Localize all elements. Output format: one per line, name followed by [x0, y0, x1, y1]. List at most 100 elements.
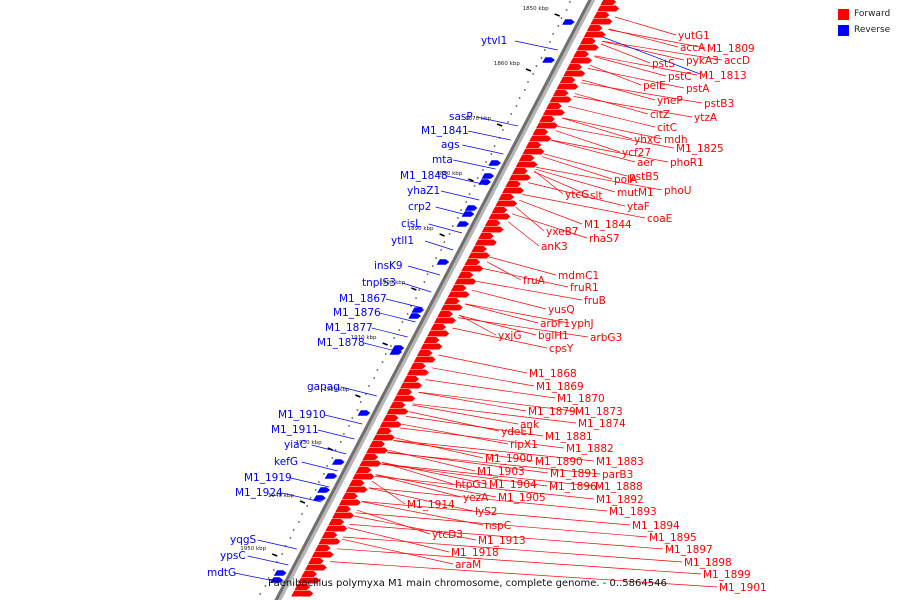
- forward-gene-label: htpG3: [455, 479, 487, 491]
- reverse-leader-line: [340, 386, 377, 397]
- backbone-dot: [339, 441, 342, 443]
- forward-leader-line: [464, 303, 570, 324]
- forward-gene-arrow: [376, 428, 392, 434]
- backbone-dot: [482, 169, 484, 171]
- backbone-dot: [518, 97, 521, 99]
- backbone-dot: [398, 329, 401, 331]
- reverse-gene-label: insK9: [374, 260, 403, 272]
- forward-leader-line: [393, 440, 595, 462]
- forward-gene-arrow: [495, 200, 518, 207]
- forward-leader-line: [511, 213, 588, 239]
- forward-gene-label: M1_1883: [596, 456, 644, 468]
- forward-gene-label: M1_1918: [451, 547, 499, 559]
- kbp-tick-label: 1910 kbp: [351, 335, 377, 341]
- backbone-dot: [456, 217, 459, 219]
- backbone-dot: [565, 9, 568, 11]
- forward-gene-arrow: [311, 551, 334, 558]
- reverse-leader-line: [514, 40, 558, 51]
- reverse-gene-label: gapag: [307, 381, 340, 393]
- forward-gene-arrow: [325, 525, 348, 532]
- backbone-dot: [373, 377, 376, 379]
- backbone-dot: [431, 265, 434, 267]
- forward-gene-arrow: [430, 324, 447, 330]
- forward-gene-arrow: [535, 122, 559, 129]
- forward-leader-line: [594, 55, 698, 76]
- reverse-gene-arrow: [408, 313, 422, 319]
- forward-gene-label: mdh: [664, 134, 688, 146]
- forward-gene-label: M1_1869: [536, 381, 584, 393]
- forward-gene-label: anK3: [541, 241, 568, 253]
- reverse-gene-arrow: [481, 173, 495, 179]
- backbone-dot: [401, 321, 404, 323]
- forward-gene-arrow: [539, 116, 556, 122]
- reverse-gene-arrow: [324, 473, 338, 479]
- forward-gene-label: M1_1881: [545, 431, 593, 443]
- forward-leader-line: [381, 463, 548, 487]
- kbp-tick-label: 1850 kbp: [523, 6, 549, 12]
- forward-leader-line: [581, 79, 656, 101]
- forward-gene-arrow: [566, 64, 583, 70]
- forward-gene-arrow: [362, 454, 379, 460]
- reverse-gene-arrow: [312, 495, 326, 501]
- forward-leader-line: [400, 427, 565, 449]
- backbone-dot: [443, 241, 446, 243]
- forward-leader-line: [486, 261, 522, 281]
- forward-leader-line: [562, 117, 663, 140]
- forward-leader-line: [418, 392, 527, 412]
- backbone-dot: [281, 553, 284, 555]
- backbone-dot: [423, 281, 426, 283]
- backbone-dot: [343, 433, 345, 435]
- kbp-tick-mark: [439, 233, 445, 237]
- forward-gene-label: M1_1903: [477, 466, 525, 478]
- forward-gene-label: nspC: [485, 520, 511, 532]
- reverse-gene-label: ytvI1: [481, 35, 507, 47]
- reverse-gene-arrow: [331, 459, 345, 465]
- genome-caption: Paenibacillus polymyxa M1 main chromosom…: [268, 578, 667, 589]
- forward-gene-label: cpsY: [549, 343, 574, 355]
- forward-gene-arrow: [461, 265, 484, 272]
- forward-gene-label: slt: [590, 190, 603, 202]
- forward-leader-line: [464, 303, 539, 324]
- backbone-dot: [351, 417, 354, 419]
- reverse-leader-line: [440, 190, 480, 201]
- forward-gene-label: M1_1895: [649, 532, 697, 544]
- forward-leader-line: [476, 281, 583, 301]
- reverse-gene-label: M1_1919: [244, 472, 292, 484]
- forward-gene-label: M1_1882: [566, 443, 614, 455]
- forward-gene-label: mdmC1: [558, 270, 599, 282]
- reverse-gene-label: M1_1911: [271, 424, 319, 436]
- forward-gene-label: lyS2: [475, 506, 497, 518]
- forward-gene-label: M1_1894: [632, 520, 680, 532]
- forward-leader-line: [594, 56, 667, 77]
- forward-gene-label: fruB: [584, 295, 606, 307]
- forward-leader-line: [347, 527, 450, 553]
- forward-gene-arrow: [410, 363, 426, 369]
- kbp-tick-label: 1870 kbp: [465, 116, 491, 122]
- forward-gene-arrow: [328, 519, 345, 525]
- forward-gene-label: citC: [657, 122, 677, 134]
- backbone-dot: [493, 145, 496, 147]
- backbone-dot: [309, 497, 312, 499]
- forward-leader-line: [401, 423, 509, 445]
- forward-leader-line: [536, 167, 663, 191]
- kbp-tick-mark: [468, 178, 474, 182]
- forward-gene-label: M1_1809: [707, 43, 755, 55]
- forward-gene-arrow: [546, 103, 562, 109]
- forward-gene-arrow: [515, 161, 538, 168]
- backbone-dot: [292, 529, 295, 531]
- forward-gene-label: pstC: [668, 71, 692, 83]
- forward-leader-line: [528, 182, 626, 207]
- reverse-gene-arrow: [411, 307, 425, 313]
- forward-gene-label: M1_1896: [549, 481, 597, 493]
- backbone-dot: [468, 193, 471, 195]
- backbone-dot: [473, 185, 476, 187]
- forward-gene-label: ytcD3: [432, 529, 463, 541]
- forward-leader-line: [543, 153, 628, 177]
- forward-gene-arrow: [420, 343, 443, 350]
- forward-gene-label: aer: [637, 157, 655, 169]
- forward-gene-label: M1_1873: [575, 406, 623, 418]
- forward-leader-line: [588, 68, 685, 89]
- reverse-leader-line: [311, 444, 347, 455]
